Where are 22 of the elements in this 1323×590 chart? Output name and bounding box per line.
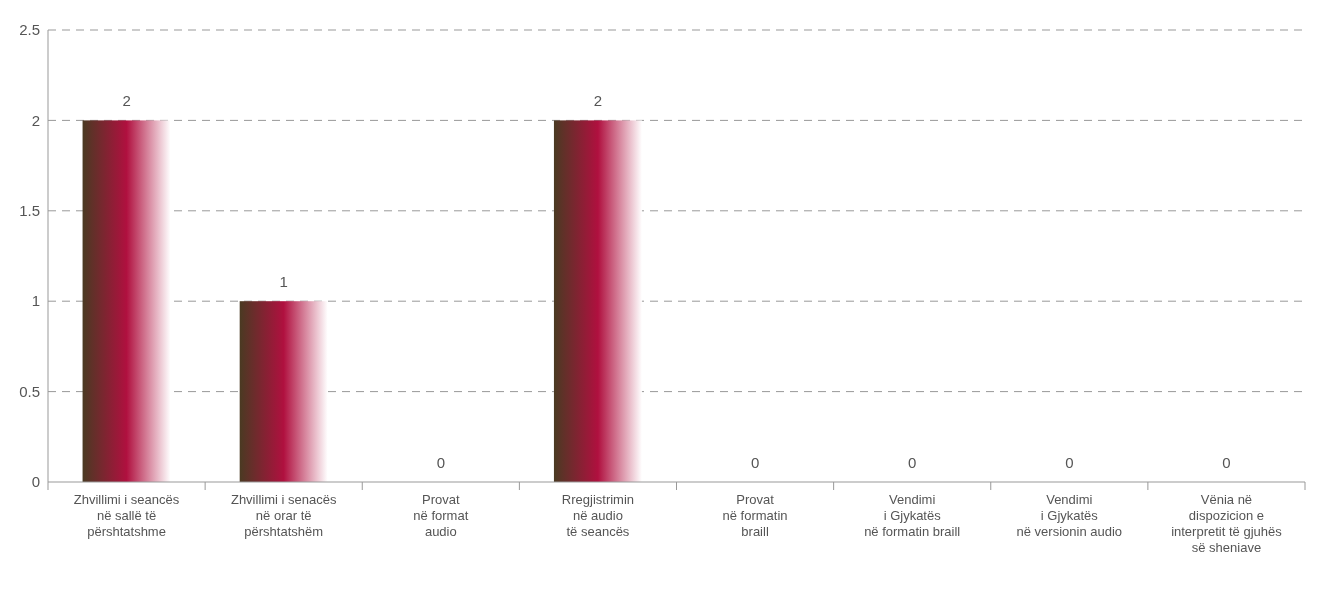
x-tick-label: Zhvillimi i senacës në orar të përshtatshëm	[230, 492, 337, 539]
y-tick-label: 0	[31, 473, 40, 491]
data-label: 0	[908, 454, 917, 471]
data-label: 2	[593, 92, 603, 110]
y-tick-label: 2.5	[19, 21, 40, 39]
y-tick-label: 1	[31, 292, 40, 310]
y-tick-label: 2	[31, 111, 40, 129]
data-label: 2	[122, 92, 131, 110]
data-label: 0	[750, 454, 760, 471]
x-tick-label: Vendimi i Gjykatës në formatin braill	[864, 492, 961, 539]
data-label: 0	[436, 454, 445, 471]
y-tick-label: 0.5	[19, 382, 40, 400]
x-tick-label: Vënia në dispozicion e interpretit të gjuhës së sheniave	[1171, 492, 1283, 555]
x-tick-label: Rregjistrimin në audio të seancës	[561, 492, 635, 539]
x-tick-label: Provat në format audio	[413, 492, 469, 539]
data-label: 0	[1222, 454, 1231, 471]
x-tick-label: Provat në formatin braill	[722, 492, 788, 539]
data-label: 1	[279, 273, 288, 291]
x-tick-label: Vendimi i Gjykatës në versionin audio	[1016, 492, 1123, 539]
y-tick-label: 1.5	[19, 202, 40, 220]
data-label: 0	[1065, 454, 1074, 471]
x-tick-label: Zhvillimi i seancës në sallë të përshtatshme	[73, 492, 180, 539]
